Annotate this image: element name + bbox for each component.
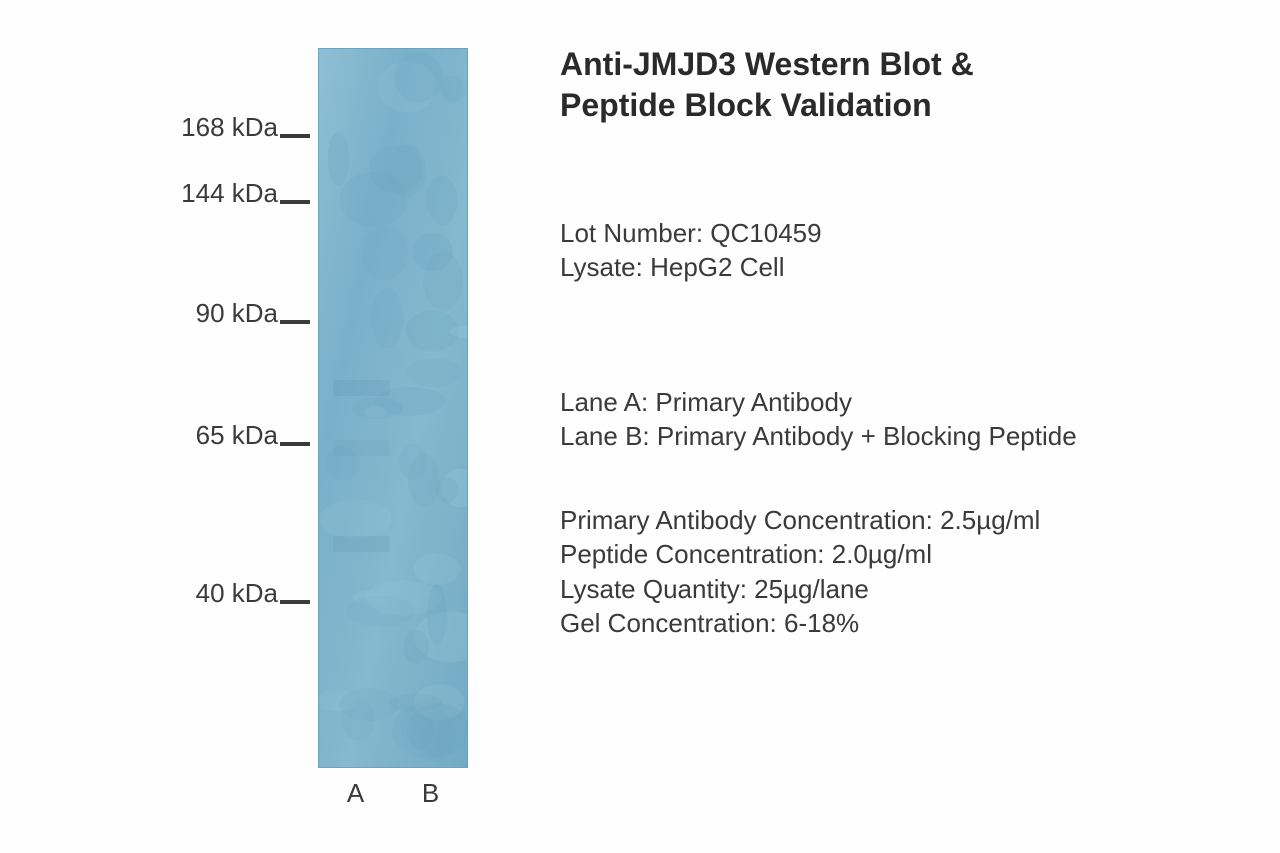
mw-marker-label: 168 kDa <box>40 112 278 143</box>
mw-marker: 144 kDa <box>40 178 310 209</box>
lane-b-description: Lane B: Primary Antibody + Blocking Pept… <box>560 419 1240 453</box>
mw-marker-tick <box>280 200 310 204</box>
mw-marker-tick <box>280 442 310 446</box>
lot-number: Lot Number: QC10459 <box>560 216 1240 250</box>
mw-marker-tick <box>280 320 310 324</box>
mw-marker: 168 kDa <box>40 112 310 143</box>
lot-info-block: Lot Number: QC10459 Lysate: HepG2 Cell <box>560 216 1240 285</box>
lysate-quantity: Lysate Quantity: 25µg/lane <box>560 572 1240 606</box>
figure-container: 168 kDa 144 kDa 90 kDa 65 kDa 40 kDa A B Ant… <box>0 0 1280 853</box>
lane-a-description: Lane A: Primary Antibody <box>560 385 1240 419</box>
lane-a-label: A <box>318 778 393 809</box>
lysate-type: Lysate: HepG2 Cell <box>560 250 1240 284</box>
lane-labels-row: A B <box>318 778 468 809</box>
mw-marker: 40 kDa <box>40 578 310 609</box>
mw-marker-tick <box>280 600 310 604</box>
title-line-1: Anti-JMJD3 Western Blot & <box>560 44 1240 85</box>
mw-marker-label: 90 kDa <box>40 298 278 329</box>
info-panel: Anti-JMJD3 Western Blot & Peptide Block … <box>500 30 1240 823</box>
mw-marker: 90 kDa <box>40 298 310 329</box>
lane-info-block: Lane A: Primary Antibody Lane B: Primary… <box>560 385 1240 454</box>
mw-marker-label: 65 kDa <box>40 420 278 451</box>
mw-marker: 65 kDa <box>40 420 310 451</box>
mw-marker-label: 144 kDa <box>40 178 278 209</box>
lane-b-label: B <box>393 778 468 809</box>
blot-panel: 168 kDa 144 kDa 90 kDa 65 kDa 40 kDa A B <box>40 30 500 823</box>
title-line-2: Peptide Block Validation <box>560 85 1240 126</box>
peptide-conc: Peptide Concentration: 2.0µg/ml <box>560 537 1240 571</box>
primary-antibody-conc: Primary Antibody Concentration: 2.5µg/ml <box>560 503 1240 537</box>
figure-title: Anti-JMJD3 Western Blot & Peptide Block … <box>560 44 1240 126</box>
mw-marker-tick <box>280 134 310 138</box>
parameters-block: Primary Antibody Concentration: 2.5µg/ml… <box>560 503 1240 640</box>
gel-concentration: Gel Concentration: 6-18% <box>560 606 1240 640</box>
western-blot-image <box>318 48 468 768</box>
mw-marker-label: 40 kDa <box>40 578 278 609</box>
